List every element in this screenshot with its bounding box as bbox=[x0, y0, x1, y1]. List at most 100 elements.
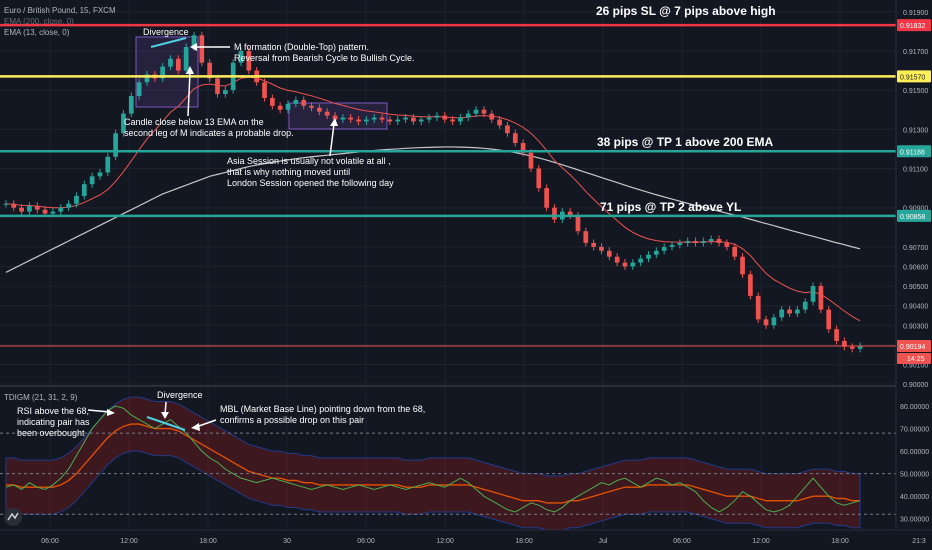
ema-13-line bbox=[5, 76, 861, 322]
candle-body bbox=[544, 188, 549, 208]
rsi-arrow-head bbox=[107, 409, 115, 416]
mbl-text-1: MBL (Market Base Line) pointing down fro… bbox=[220, 404, 425, 414]
candle-body bbox=[497, 119, 502, 126]
oscillator-tick-label: 50.00000 bbox=[900, 472, 929, 479]
candle-body bbox=[105, 156, 111, 173]
candle-body bbox=[685, 241, 691, 243]
candle-body bbox=[238, 50, 244, 63]
oscillator-levels bbox=[0, 432, 896, 515]
symbol-title[interactable]: Euro / British Pound, 15, FXCM bbox=[4, 6, 116, 15]
ema13-legend[interactable]: EMA (13, close, 0) bbox=[4, 28, 70, 37]
tp2-caption: 71 pips @ TP 2 above YL bbox=[600, 200, 741, 214]
candle-body bbox=[763, 319, 769, 326]
grid-lines bbox=[0, 0, 920, 530]
level-price-tag bbox=[897, 145, 931, 158]
candle-body bbox=[356, 119, 361, 122]
candle-body bbox=[779, 309, 785, 318]
price-tick-label: 0.91900 bbox=[903, 10, 928, 17]
candle-body bbox=[842, 340, 847, 347]
candle-body bbox=[693, 241, 698, 243]
candle-body bbox=[802, 301, 808, 310]
candle-body bbox=[505, 125, 510, 134]
volatility-band bbox=[5, 396, 861, 531]
horizontal-levels[interactable] bbox=[0, 23, 896, 347]
candle-body bbox=[795, 309, 800, 314]
time-tick-label: 30 bbox=[283, 538, 291, 545]
candle-body bbox=[34, 205, 40, 210]
candle-body bbox=[168, 58, 173, 67]
price-tick-label: 0.90100 bbox=[903, 362, 928, 369]
oscillator-tick-label: 70.00000 bbox=[900, 427, 929, 434]
mbl-arrow-head bbox=[191, 423, 200, 431]
oscillator-tick-label: 80.00000 bbox=[900, 404, 929, 411]
candle-body bbox=[191, 35, 197, 48]
time-axis-ticks: 06:00 12:00 18:00 30 06:00 12:00 18:00 Jul 06:00… bbox=[41, 538, 926, 545]
candle-body bbox=[27, 205, 32, 212]
tradingview-logo-icon[interactable] bbox=[4, 508, 22, 526]
candle-body bbox=[411, 117, 416, 122]
price-tick-label: 0.90900 bbox=[903, 206, 928, 213]
candle-body bbox=[740, 256, 745, 275]
m-formation-text-1: M formation (Double-Top) pattern. bbox=[234, 42, 369, 52]
mbl-text-2: confirms a possible drop on this pair bbox=[220, 415, 364, 425]
time-tick-label: 18:00 bbox=[199, 538, 217, 545]
candle-body bbox=[677, 242, 683, 245]
oscillator-legend[interactable]: TDIGM (21, 31, 2, 9) bbox=[4, 393, 78, 402]
asia-arrow-head bbox=[330, 118, 338, 126]
candle-body bbox=[199, 35, 205, 63]
price-tick-label: 0.90700 bbox=[903, 245, 928, 252]
candle-body bbox=[144, 74, 150, 83]
candle-body bbox=[183, 47, 189, 71]
divergence-line-osc bbox=[146, 416, 186, 431]
m-arrow-head bbox=[190, 43, 197, 51]
candle-body bbox=[348, 117, 354, 120]
candle-body bbox=[207, 62, 213, 79]
candle-body bbox=[575, 215, 581, 232]
candle-body bbox=[11, 203, 17, 208]
m-formation-text-2: Reversal from Bearish Cycle to Bullish C… bbox=[234, 53, 415, 63]
candle-body bbox=[136, 82, 142, 97]
candle-body bbox=[701, 241, 706, 243]
candle-body bbox=[606, 250, 612, 257]
candle-body bbox=[442, 115, 448, 120]
candle-body bbox=[622, 262, 628, 267]
rsi-text-3: been overbought bbox=[17, 428, 85, 438]
candle-body bbox=[379, 117, 385, 120]
candle-body bbox=[591, 242, 596, 247]
candle-body bbox=[81, 184, 87, 196]
price-tick-label: 0.90500 bbox=[903, 284, 928, 291]
price-tick-label: 0.90300 bbox=[903, 323, 928, 330]
divergence-label-osc: Divergence bbox=[157, 390, 203, 400]
candle-body bbox=[512, 133, 518, 144]
candle-body bbox=[669, 244, 675, 247]
candle-body bbox=[724, 242, 730, 247]
oscillator-tick-label: 30.00000 bbox=[900, 517, 929, 524]
candle-body bbox=[371, 117, 377, 120]
candle-body bbox=[50, 211, 56, 214]
level-price-text: 0.91188 bbox=[900, 149, 925, 156]
tp1-caption: 38 pips @ TP 1 above 200 EMA bbox=[597, 135, 774, 149]
candle-body bbox=[160, 66, 165, 79]
candle-close-arrow-head bbox=[186, 66, 194, 74]
candle-body bbox=[97, 172, 103, 177]
asia-arrow bbox=[329, 123, 335, 157]
ema200-legend[interactable]: EMA (200, close, 0) bbox=[4, 17, 74, 26]
oscillator-axis-ticks: 80.00000 70.00000 60.00000 50.00000 40.00000… bbox=[900, 404, 929, 524]
level-price-tag bbox=[897, 340, 931, 353]
rsi-text-1: RSI above the 68, bbox=[17, 406, 89, 416]
candle-close-text-1: Candle close below 13 EMA on the bbox=[124, 117, 264, 127]
candle-body bbox=[849, 346, 855, 349]
candle-body bbox=[434, 115, 440, 118]
candle-body bbox=[293, 99, 299, 104]
price-tags[interactable]: 0.91832 0.91570 0.91188 0.90858 0.90194 14:25 bbox=[897, 19, 931, 365]
candle-body bbox=[520, 143, 526, 153]
candle-body bbox=[175, 58, 181, 71]
candle-body bbox=[113, 133, 118, 157]
candle-body bbox=[818, 286, 824, 310]
candle-body bbox=[262, 82, 267, 98]
candle-body bbox=[121, 113, 126, 134]
candle-body bbox=[395, 119, 401, 122]
mbl-path bbox=[5, 423, 861, 504]
candle-body bbox=[332, 115, 338, 120]
